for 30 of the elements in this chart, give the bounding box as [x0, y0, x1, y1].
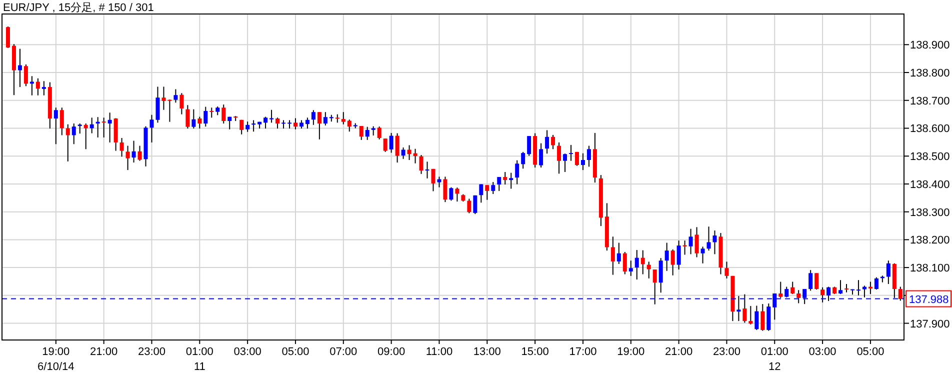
- x-tick-label: 15:00: [521, 346, 549, 358]
- y-tick-label: 138.600: [910, 123, 950, 136]
- x-tick-label: 05:00: [856, 346, 884, 358]
- x-tick-label: 01:00 11: [186, 346, 214, 373]
- y-tick-label: 138.400: [910, 178, 950, 191]
- x-tick-label: 23:00: [712, 346, 740, 358]
- x-tick-label: 19:00 6/10/14: [38, 346, 74, 373]
- y-tick-label: 138.500: [910, 151, 950, 164]
- y-tick-label: 138.900: [910, 40, 950, 52]
- x-tick-label: 01:00 12: [760, 346, 788, 373]
- y-tick-label: 137.900: [910, 318, 950, 330]
- chart-title: EUR/JPY , 15分足, # 150 / 301: [3, 2, 154, 14]
- y-tick-label: 138.700: [910, 95, 950, 108]
- x-tick-label: 17:00: [569, 346, 597, 358]
- x-tick-label: 07:00: [330, 346, 358, 358]
- x-tick-label: 03:00: [234, 346, 262, 358]
- x-tick-label: 09:00: [378, 346, 406, 358]
- x-tick-label: 05:00: [282, 346, 310, 358]
- ref-line-label: 137.988: [909, 294, 949, 306]
- y-tick-label: 138.100: [910, 262, 950, 275]
- x-tick-label: 21:00: [90, 346, 118, 358]
- x-tick-label: 19:00: [617, 346, 645, 358]
- y-tick-label: 138.200: [910, 234, 950, 247]
- x-tick-label: 23:00: [138, 346, 166, 358]
- x-tick-label: 03:00: [808, 346, 836, 358]
- x-tick-label: 11:00: [426, 346, 453, 358]
- y-tick-label: 138.800: [910, 68, 950, 80]
- y-tick-label: 138.300: [910, 206, 950, 219]
- x-tick-label: 21:00: [665, 346, 693, 358]
- x-tick-label: 13:00: [473, 346, 501, 358]
